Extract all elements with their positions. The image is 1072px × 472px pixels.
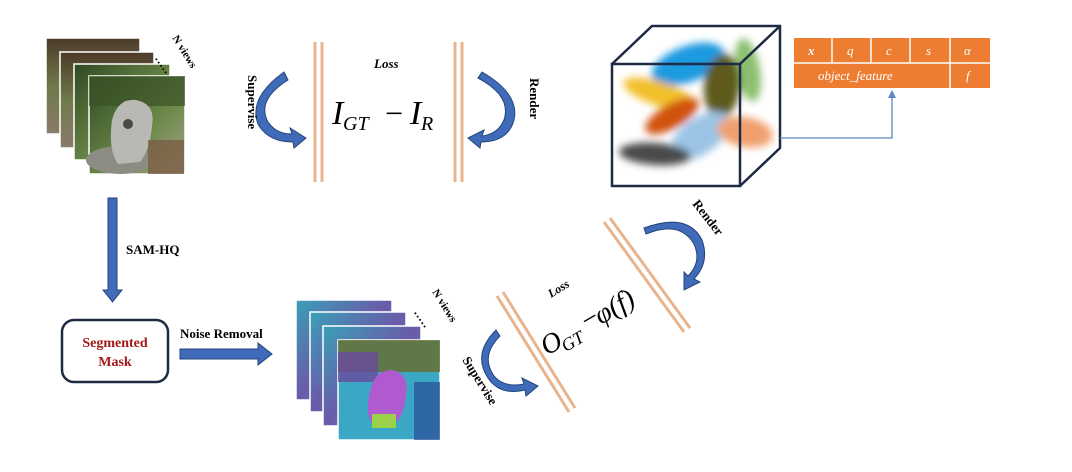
formula-top-right-sub: R: [420, 113, 433, 135]
attr-s: s: [926, 43, 931, 58]
n-views-label-top: N views: [169, 33, 199, 71]
formula-top-left-symbol: I: [331, 95, 345, 132]
attr-object-feature: object_feature: [818, 68, 893, 83]
loss-bar-left-top: [313, 42, 324, 182]
loss-bar-left-bottom: [495, 291, 577, 413]
formula-top-minus: −: [383, 95, 405, 131]
attr-q: q: [847, 43, 854, 58]
segmented-image-stack: [295, 299, 441, 441]
supervise-arrow-top: [255, 71, 307, 149]
attr-x: x: [807, 43, 815, 58]
table-connector: [780, 90, 896, 139]
loss-formula-top: I GT − I R: [331, 95, 433, 135]
sam-hq-label: SAM-HQ: [126, 242, 179, 257]
sam-hq-arrow: [101, 197, 124, 303]
segmented-mask-line2: Mask: [98, 355, 132, 370]
render-arrow-top: [467, 71, 516, 149]
loss-bar-right-top: [453, 42, 464, 182]
loss-label-bottom: Loss: [544, 276, 572, 301]
input-image-stack: [45, 37, 186, 175]
noise-removal-label: Noise Removal: [180, 326, 263, 341]
attributes-table: x q c s α object_feature f: [794, 38, 990, 88]
formula-top-left-sub: GT: [343, 113, 370, 135]
supervise-arrow-bottom: [481, 329, 539, 397]
segmented-statue-image: [337, 339, 441, 441]
render-arrow-bottom: [643, 221, 706, 291]
attr-c: c: [886, 43, 892, 58]
loss-label-top: Loss: [373, 56, 399, 71]
gaussian-ellipsoids: [619, 38, 773, 166]
noise-removal-arrow: [179, 341, 273, 367]
segmented-mask-box: Segmented Mask: [60, 318, 170, 384]
loss-bar-right-bottom: [602, 217, 692, 333]
attr-f: f: [966, 68, 972, 83]
supervise-label-top: Supervise: [245, 75, 260, 129]
render-label-top: Render: [527, 78, 542, 119]
attr-alpha: α: [964, 43, 972, 58]
formula-top-right-symbol: I: [409, 95, 423, 132]
segmented-mask-line1: Segmented: [82, 336, 148, 351]
gaussian-cube: [610, 24, 782, 188]
n-views-label-bottom: N views: [429, 287, 459, 325]
statue-photo: [86, 75, 186, 175]
